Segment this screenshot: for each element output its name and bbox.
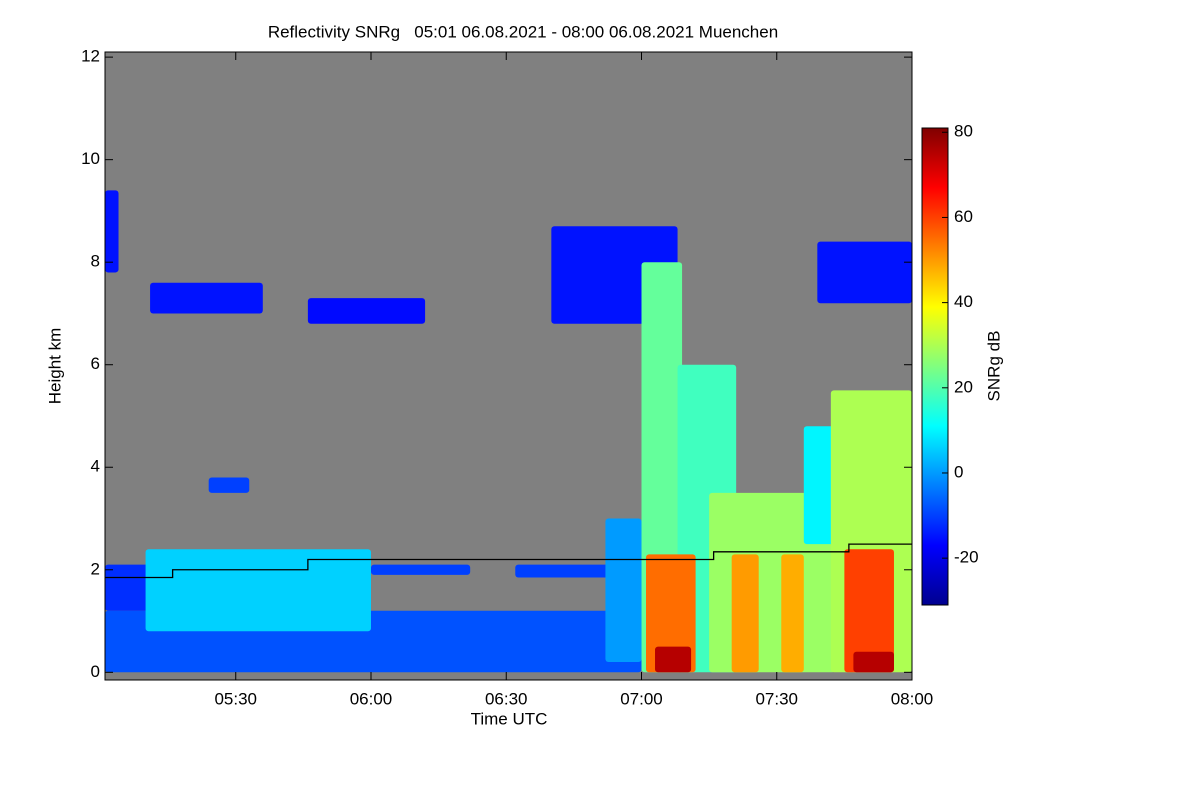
x-tick-label: 07:30: [755, 689, 798, 708]
y-tick-label: 10: [81, 149, 100, 168]
boundary-line: [105, 543, 912, 579]
x-tick-label: 06:00: [350, 689, 393, 708]
y-tick-label: 0: [91, 662, 100, 681]
y-tick-label: 12: [81, 47, 100, 66]
heatmap-cell: [853, 651, 894, 673]
chart-title: Reflectivity SNRg 05:01 06.08.2021 - 08:…: [268, 22, 778, 41]
heatmap-cell: [655, 646, 692, 673]
heatmap-cell: [150, 282, 263, 314]
heatmap-cell: [145, 549, 371, 632]
heatmap-cell: [781, 554, 804, 673]
colorbar-tick-label: -20: [954, 548, 979, 567]
colorbar-tick-label: 80: [954, 122, 973, 141]
heatmap-cell: [731, 554, 759, 673]
heatmap-cell: [803, 426, 836, 545]
x-tick-label: 07:00: [620, 689, 663, 708]
y-tick-label: 8: [91, 252, 100, 271]
colorbar: [921, 127, 949, 606]
x-tick-label: 06:30: [485, 689, 528, 708]
x-axis-label: Time UTC: [471, 709, 548, 728]
x-tick-label: 08:00: [891, 689, 934, 708]
colorbar-tick-label: 20: [954, 377, 973, 396]
heatmap-cell: [646, 554, 696, 673]
plot-frame: [104, 51, 913, 681]
heatmap-cell: [844, 549, 894, 673]
colorbar-label: SNRg dB: [984, 331, 1003, 402]
y-tick-label: 2: [91, 559, 100, 578]
y-axis-label: Height km: [45, 328, 64, 405]
y-tick-label: 6: [91, 354, 100, 373]
heatmap: [105, 190, 912, 673]
y-tick-label: 4: [91, 457, 100, 476]
colorbar-tick-label: 60: [954, 207, 973, 226]
heatmap-cell: [307, 298, 426, 324]
colorbar-tick-label: 0: [954, 462, 963, 481]
heatmap-cell: [605, 518, 642, 663]
heatmap-cell: [208, 477, 250, 493]
heatmap-cell: [105, 190, 119, 273]
heatmap-cell: [515, 564, 624, 578]
x-tick-label: 05:30: [214, 689, 257, 708]
heatmap-cell: [105, 564, 155, 611]
colorbar-tick-label: 40: [954, 292, 973, 311]
heatmap-cell: [817, 241, 912, 304]
heatmap-cell: [370, 564, 471, 575]
